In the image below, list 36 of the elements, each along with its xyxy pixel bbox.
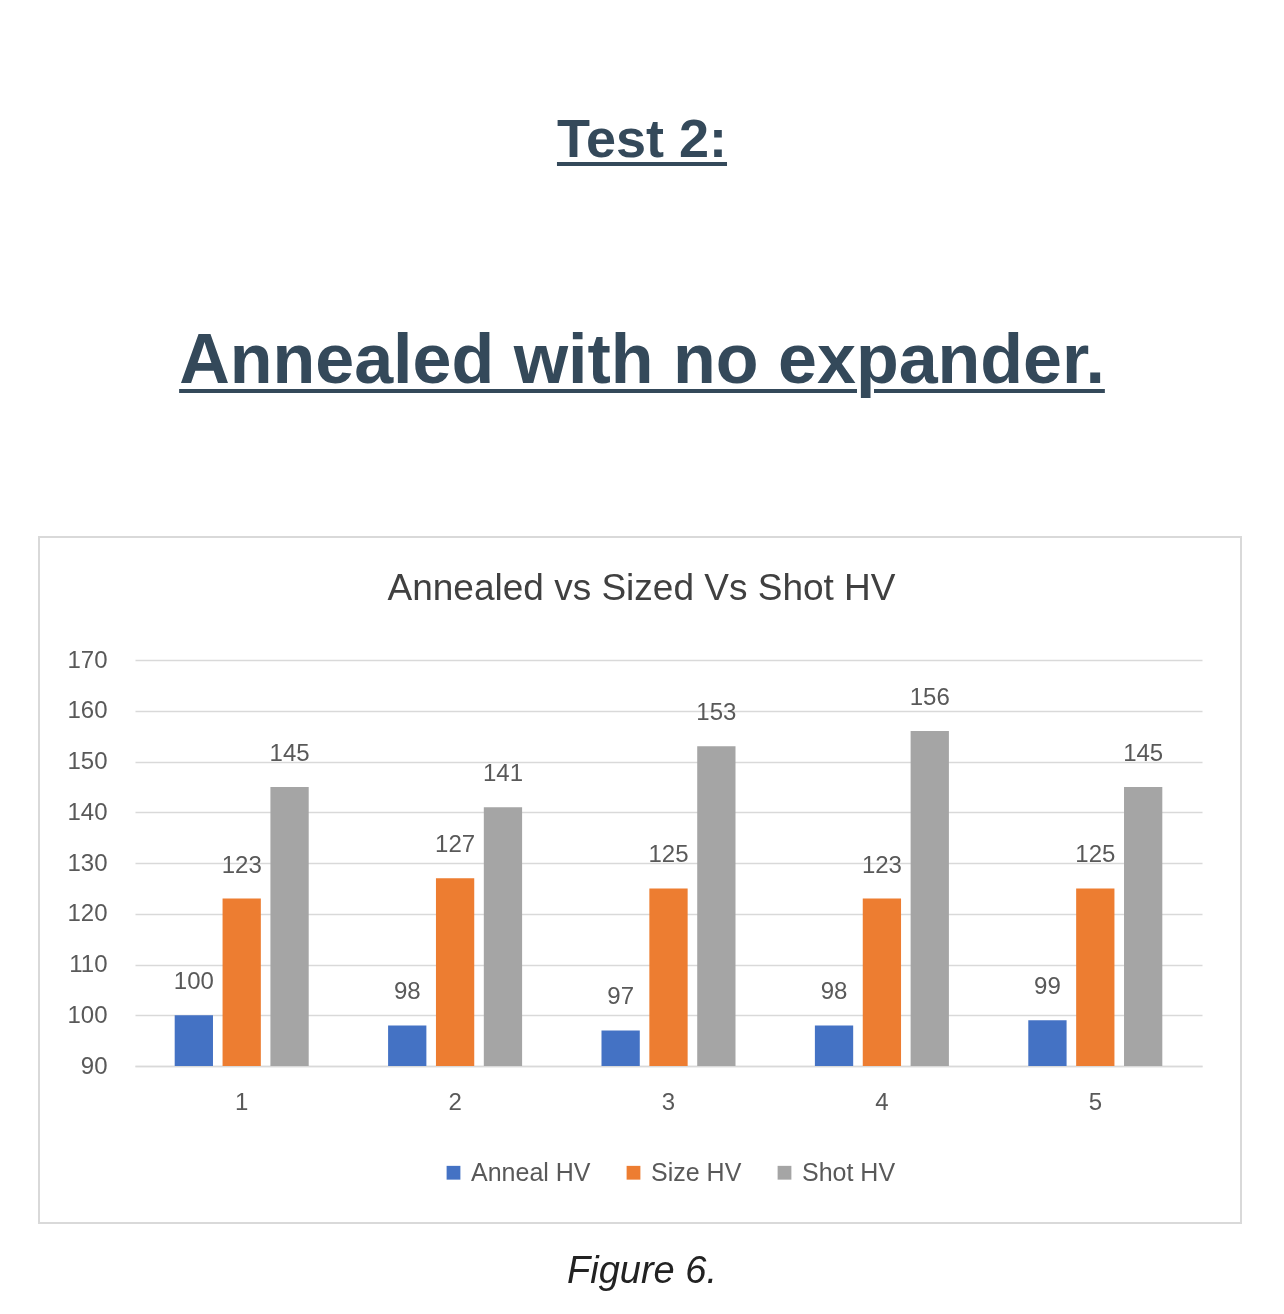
y-tick-label: 160	[67, 696, 108, 724]
data-label: 99	[1034, 972, 1061, 1000]
data-label: 145	[269, 738, 310, 766]
caption: Figure 6.	[566, 1249, 718, 1291]
chart-title: Annealed vs Sized Vs Shot HV	[387, 567, 896, 608]
y-tick-label: 100	[67, 1000, 108, 1028]
y-tick-label: 120	[67, 899, 108, 927]
data-label: 123	[861, 850, 902, 878]
data-label: 141	[482, 759, 523, 787]
text: Annealed with no expander.	[178, 320, 1106, 398]
x-tick-label: 2	[448, 1087, 462, 1115]
y-tick-label: 140	[67, 797, 108, 825]
data-label: 98	[820, 977, 848, 1005]
data-label: 100	[173, 967, 214, 995]
legend-label: Size HV	[651, 1157, 742, 1186]
legend-label: Anneal HV	[471, 1157, 591, 1186]
y-tick-label: 150	[67, 747, 108, 774]
x-tick-label: 3	[661, 1087, 676, 1115]
data-label: 97	[607, 982, 634, 1010]
y-tick-label: 90	[80, 1051, 108, 1079]
legend-label: Shot HV	[802, 1157, 896, 1186]
data-label: 125	[648, 840, 689, 868]
data-label: 125	[1075, 840, 1116, 868]
x-tick-label: 5	[1088, 1087, 1102, 1115]
y-tick-label: 170	[67, 645, 108, 673]
data-label: 127	[435, 830, 476, 858]
x-tick-label: 4	[875, 1087, 889, 1115]
text: Test 2:	[555, 108, 728, 168]
data-label: 98	[393, 977, 421, 1005]
y-tick-label: 130	[67, 848, 108, 876]
data-label: 153	[696, 698, 737, 726]
data-label: 156	[909, 683, 950, 711]
x-tick-label: 1	[235, 1087, 249, 1115]
data-label: 145	[1123, 738, 1164, 766]
y-tick-label: 110	[69, 950, 108, 977]
data-label: 123	[221, 850, 262, 878]
